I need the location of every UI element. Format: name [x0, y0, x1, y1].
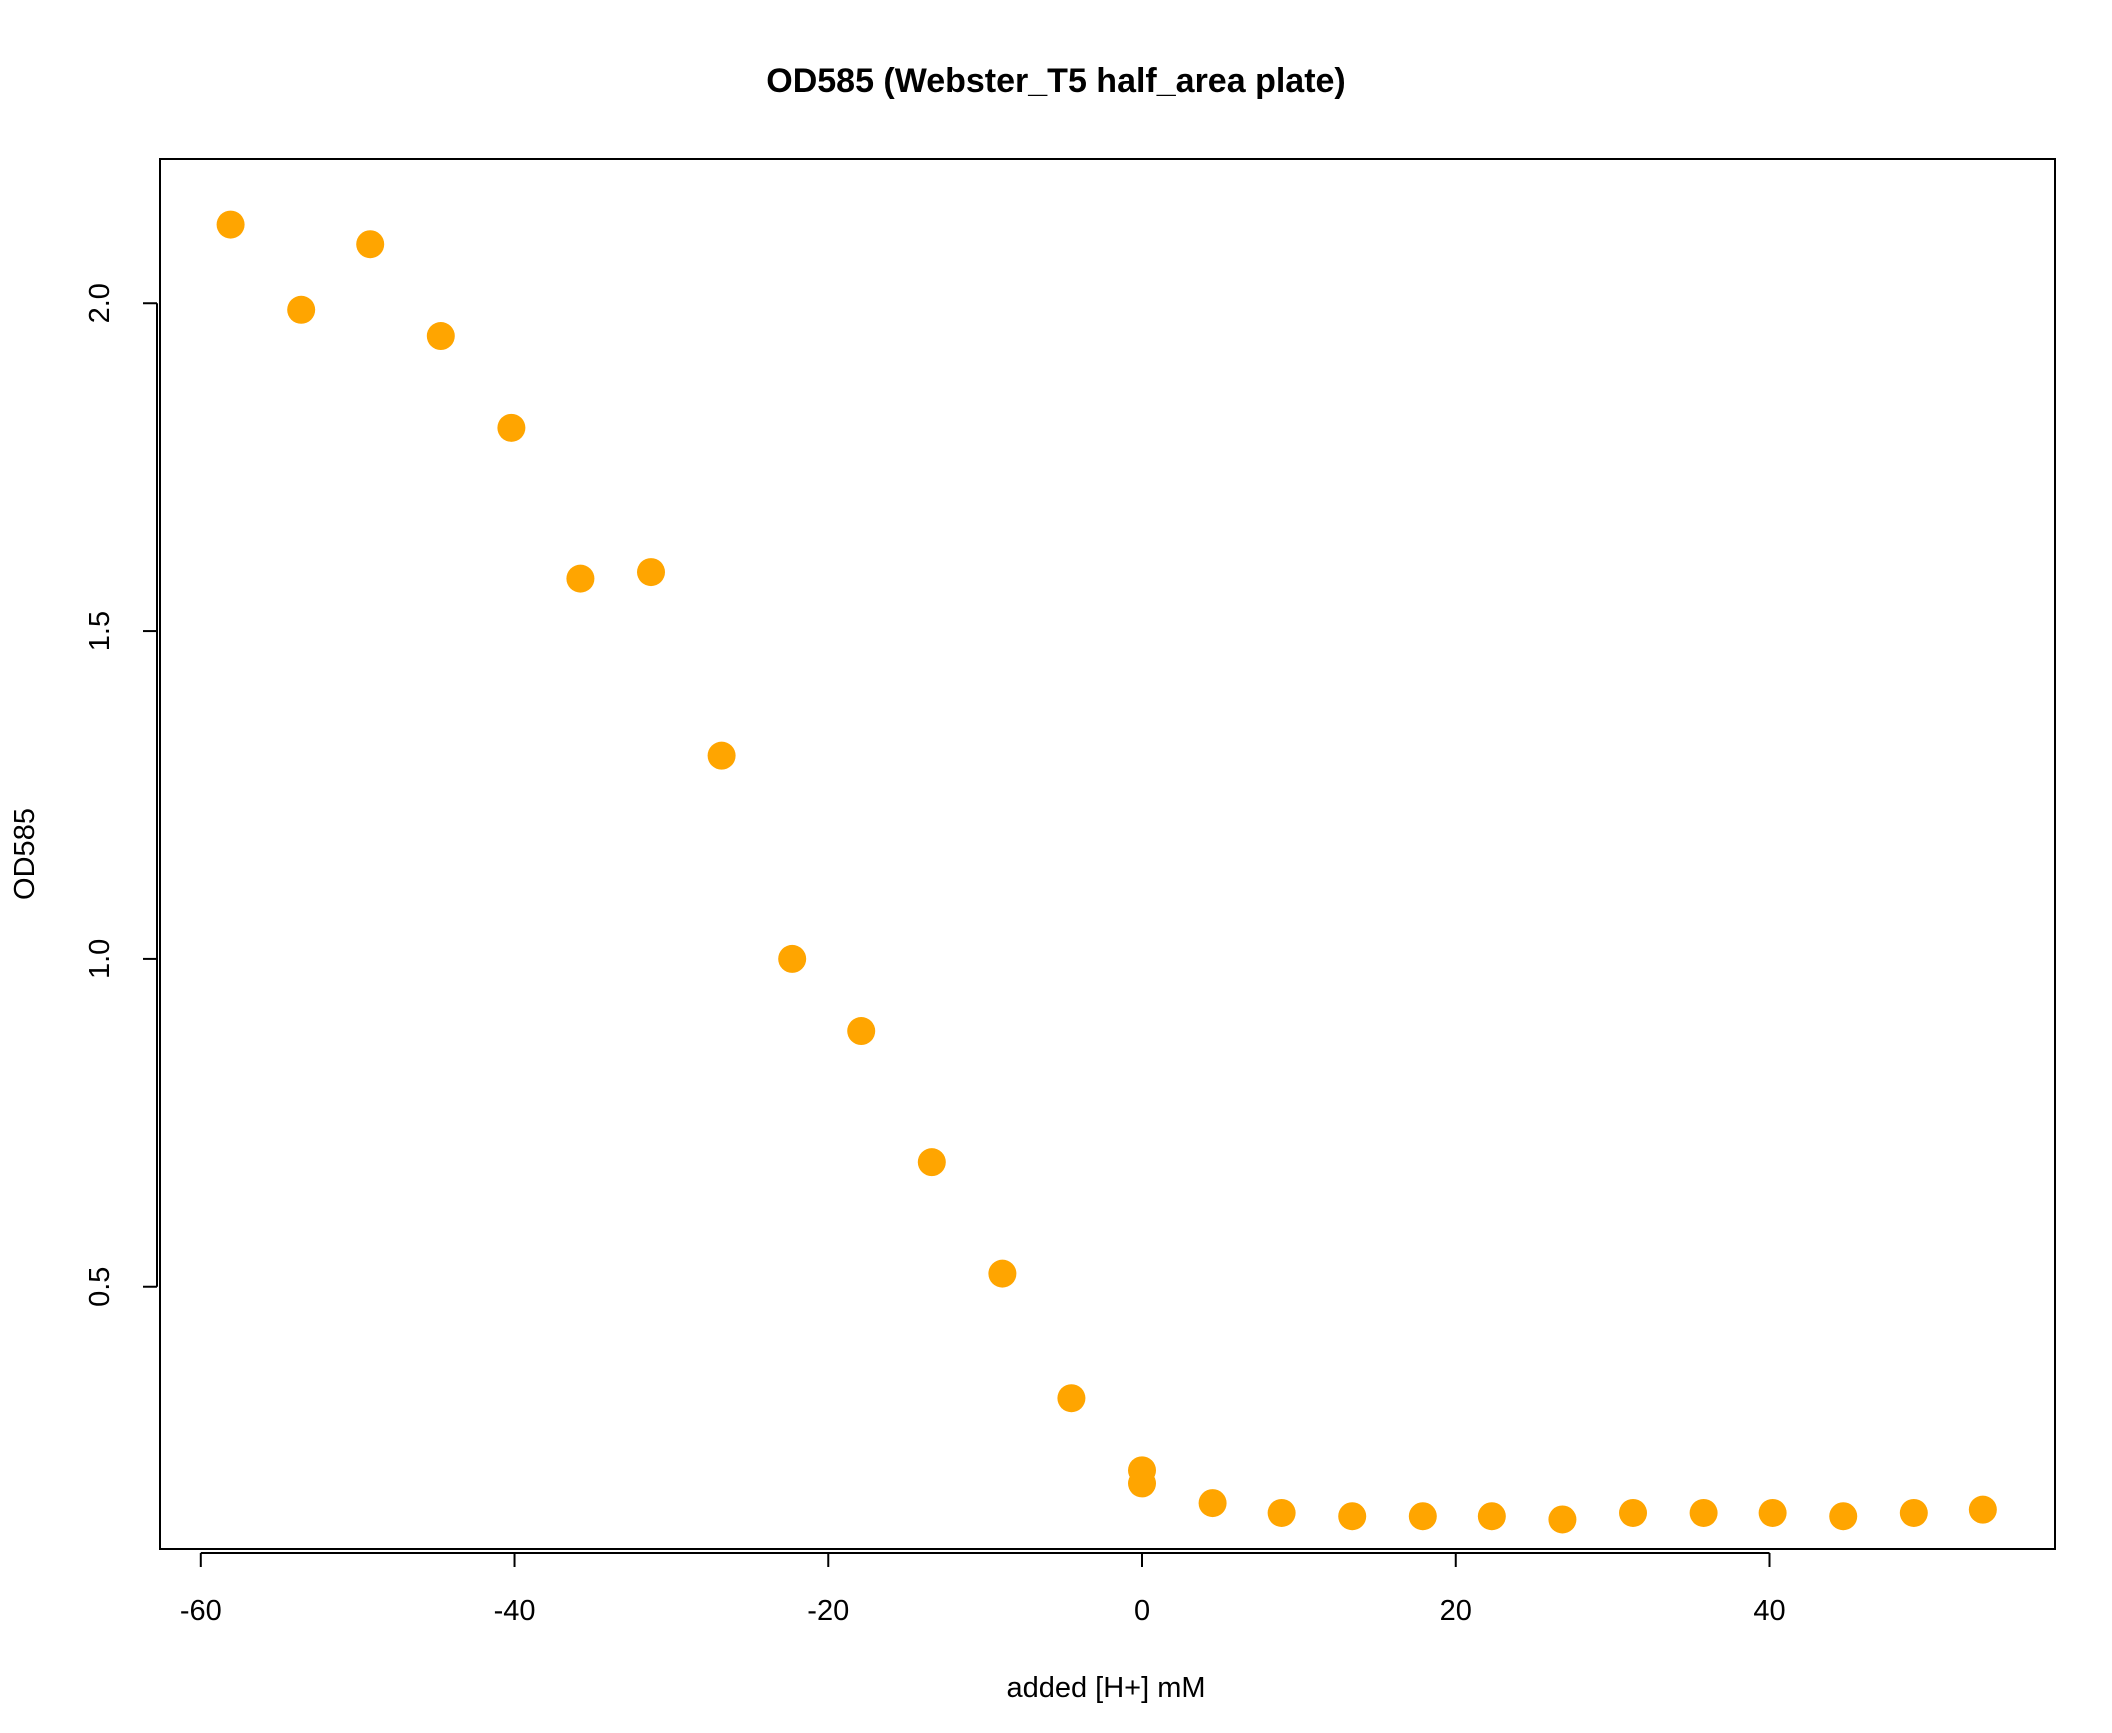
data-point [497, 413, 526, 442]
data-point [1128, 1469, 1157, 1498]
y-tick-label: 1.0 [84, 939, 116, 979]
data-point [1338, 1502, 1367, 1531]
data-point [707, 741, 736, 770]
x-tick-label: 0 [1134, 1595, 1150, 1627]
data-point [356, 230, 385, 259]
x-tick-label: -40 [494, 1595, 536, 1627]
x-axis-label: added [H+] mM [1006, 1672, 1205, 1704]
chart-title: OD585 (Webster_T5 half_area plate) [766, 62, 1346, 100]
data-point [566, 564, 595, 593]
data-point [637, 558, 666, 587]
data-point [1267, 1498, 1296, 1527]
data-point [1198, 1489, 1227, 1518]
data-point [988, 1259, 1017, 1288]
y-axis-label: OD585 [9, 808, 41, 900]
data-point [1477, 1502, 1506, 1531]
plot-frame [159, 158, 2056, 1550]
data-point [1899, 1498, 1928, 1527]
data-point [1057, 1384, 1086, 1413]
data-point [1829, 1502, 1858, 1531]
data-points [216, 210, 1997, 1534]
x-tick-label: 20 [1440, 1595, 1472, 1627]
data-point [1689, 1498, 1718, 1527]
data-point [287, 295, 316, 324]
data-point [778, 944, 807, 973]
data-point [1408, 1502, 1437, 1531]
x-tick-label: -60 [180, 1595, 222, 1627]
data-point [1619, 1498, 1648, 1527]
data-point [917, 1148, 946, 1177]
x-tick-label: -20 [807, 1595, 849, 1627]
y-tick-label: 2.0 [84, 283, 116, 323]
data-point [847, 1017, 876, 1046]
data-point [1968, 1495, 1997, 1524]
data-point [1548, 1505, 1577, 1534]
y-axis: 0.5 1.0 1.5 2.0 [84, 283, 158, 1307]
x-axis: -60 -40 -20 0 20 40 [180, 1552, 1786, 1627]
data-point [426, 322, 455, 351]
data-point [216, 210, 245, 239]
y-tick-label: 1.5 [84, 611, 116, 651]
x-tick-label: 40 [1753, 1595, 1785, 1627]
data-point [1758, 1498, 1787, 1527]
y-tick-label: 0.5 [84, 1267, 116, 1307]
